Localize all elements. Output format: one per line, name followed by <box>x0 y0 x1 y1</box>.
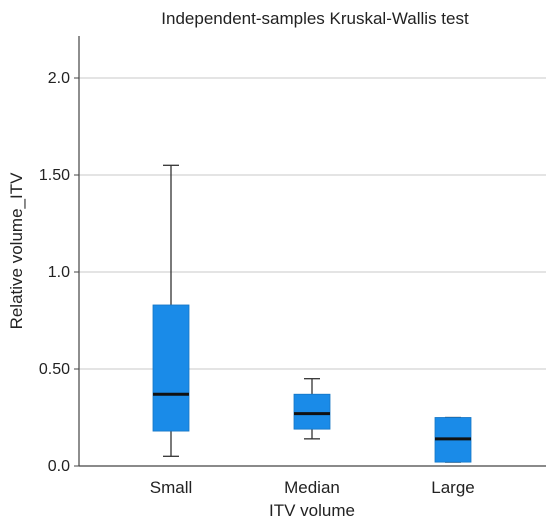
y-tick-label: 1.0 <box>48 264 70 281</box>
y-tick-label: 2.0 <box>48 70 70 87</box>
y-tick-label: 0.50 <box>39 361 70 378</box>
x-tick-label: Median <box>284 478 340 497</box>
iqr-box <box>293 393 331 430</box>
gridlines <box>79 77 546 370</box>
iqr-box <box>152 304 190 432</box>
y-axis-label: Relative volume_ITV <box>7 172 26 330</box>
x-tick-labels: Small Median Large <box>150 478 475 497</box>
box-group <box>434 416 472 463</box>
x-tick-label: Small <box>150 478 193 497</box>
chart-title: Independent-samples Kruskal-Wallis test <box>161 9 469 28</box>
x-axis-label: ITV volume <box>269 501 355 520</box>
box-group <box>293 378 331 440</box>
y-tick-label: 0.0 <box>48 458 70 475</box>
y-tick-label: 1.50 <box>39 167 70 184</box>
y-tick-labels: 0.0 0.50 1.0 1.50 2.0 <box>39 70 79 475</box>
box-group <box>152 164 190 457</box>
boxes <box>152 164 472 463</box>
x-tick-label: Large <box>431 478 474 497</box>
